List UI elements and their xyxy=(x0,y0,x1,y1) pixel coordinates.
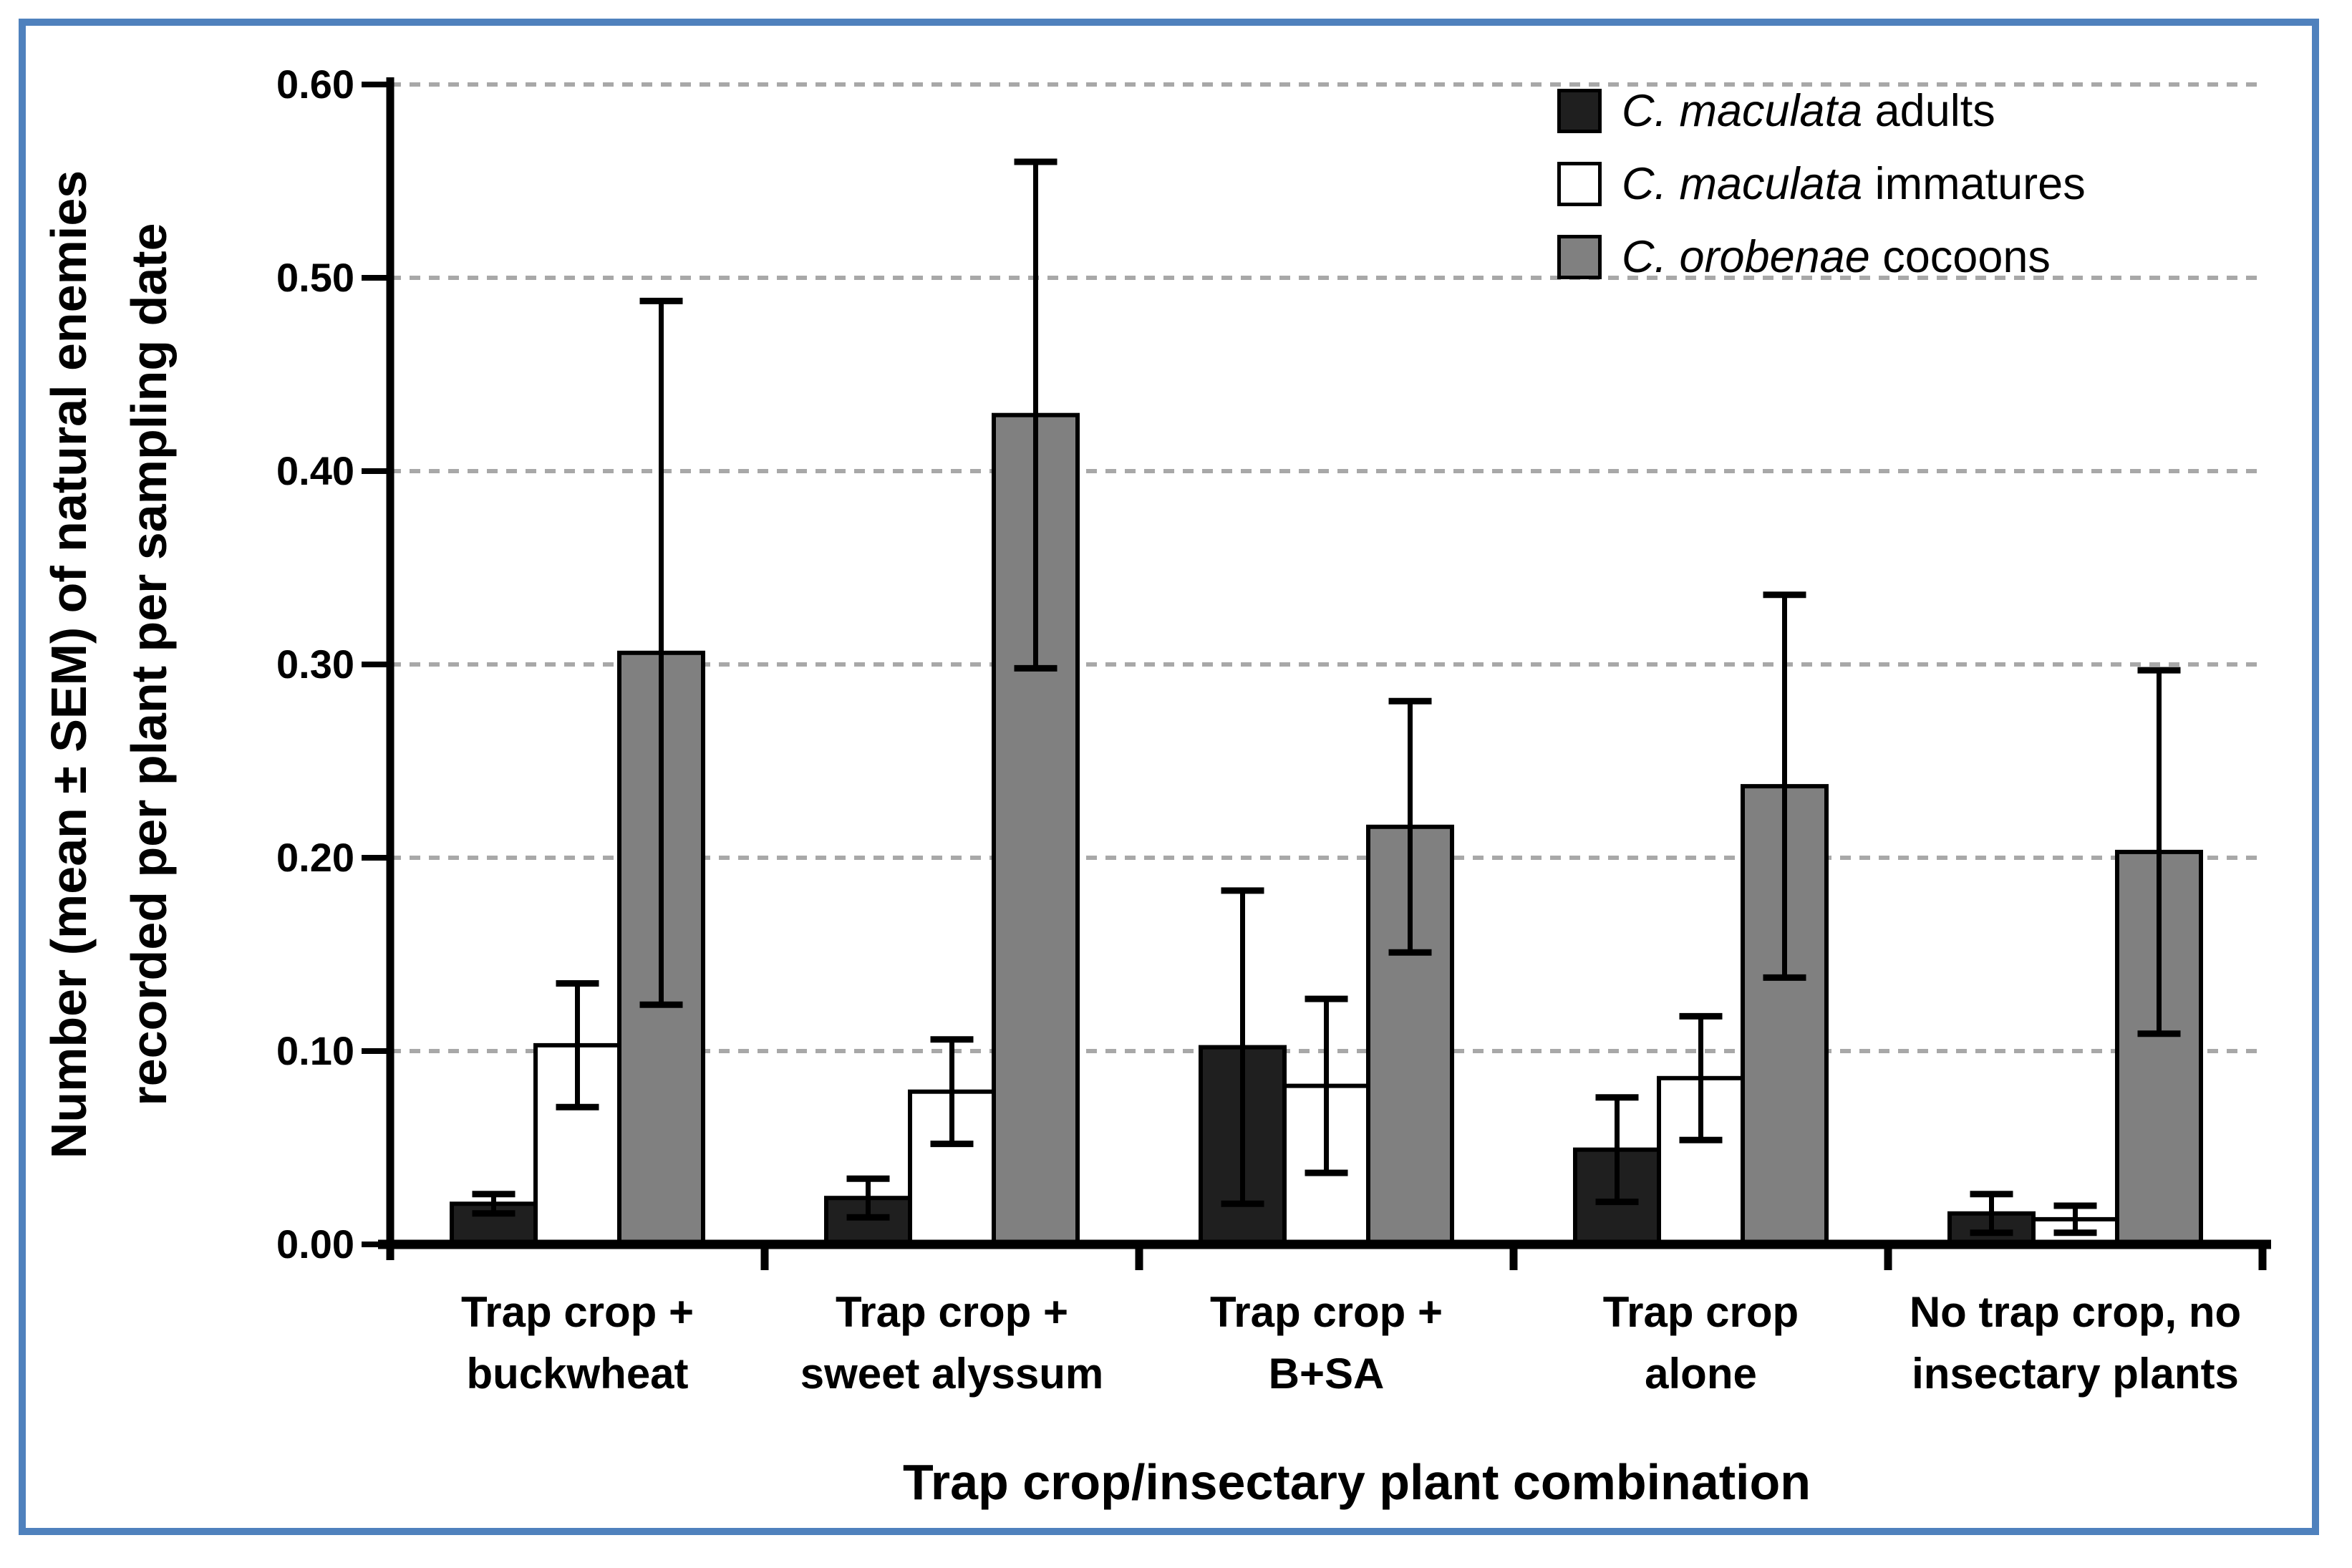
legend-label: C. orobenae cocoons xyxy=(1622,232,2051,282)
x-category-label: Trap crop + B+SA xyxy=(1209,1288,1443,1398)
y-tick-label: 0.40 xyxy=(276,448,354,493)
y-tick-label: 0.30 xyxy=(276,642,354,687)
legend-item-cocoons: C. orobenae cocoons xyxy=(1557,232,2086,282)
y-tick-label: 0.20 xyxy=(276,835,354,880)
y-tick-label: 0.60 xyxy=(276,62,354,107)
page-border xyxy=(19,19,2319,1535)
legend-swatch-white xyxy=(1557,162,1602,206)
legend-item-immatures: C. maculata immatures xyxy=(1557,159,2086,209)
legend-item-adults: C. maculata adults xyxy=(1557,86,2086,136)
x-category-label: No trap crop, no insectary plants xyxy=(1909,1288,2242,1398)
chart-legend: C. maculata adults C. maculata immatures… xyxy=(1557,89,2086,308)
legend-swatch-black xyxy=(1557,89,1602,133)
y-axis-title: Number (mean ± SEM) of natural enemies r… xyxy=(29,56,193,1273)
legend-swatch-gray xyxy=(1557,235,1602,279)
y-tick-label: 0.10 xyxy=(276,1028,354,1073)
legend-label: C. maculata adults xyxy=(1622,86,1995,136)
x-category-label: Trap crop + buckwheat xyxy=(460,1288,695,1398)
x-category-label: Trap crop + sweet alyssum xyxy=(800,1288,1104,1398)
y-axis-title-line1: Number (mean ± SEM) of natural enemies xyxy=(41,170,97,1159)
x-category-label: Trap crop alone xyxy=(1602,1288,1799,1398)
y-tick-label: 0.00 xyxy=(276,1221,354,1267)
x-axis-title: Trap crop/insectary plant combination xyxy=(902,1454,1811,1510)
legend-label: C. maculata immatures xyxy=(1622,159,2086,209)
y-axis-title-line2: recorded per plant per sampling date xyxy=(121,223,177,1106)
y-tick-label: 0.50 xyxy=(276,255,354,300)
